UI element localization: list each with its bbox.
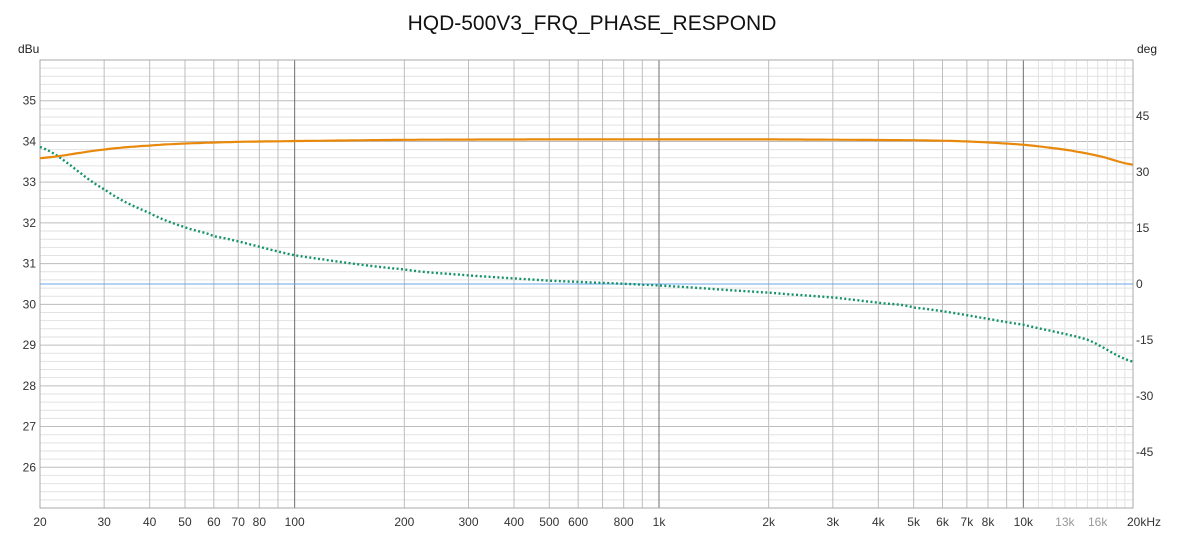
x-tick-label: 1k	[653, 515, 667, 529]
series-line-phase-deg	[39, 145, 1134, 363]
y-right-tick-label: 30	[1136, 165, 1150, 179]
y-left-tick-label: 32	[23, 216, 37, 230]
y-left-tick-label: 33	[23, 175, 37, 189]
x-tick-label: 70	[232, 515, 246, 529]
x-tick-label: 2k	[762, 515, 776, 529]
x-tick-label: 500	[539, 515, 559, 529]
x-tick-label: 200	[394, 515, 414, 529]
y-right-tick-label: 45	[1136, 109, 1150, 123]
x-tick-label: 100	[285, 515, 305, 529]
x-tick-label: 40	[143, 515, 157, 529]
x-tick-label: 50	[178, 515, 192, 529]
x-tick-label: 60	[207, 515, 221, 529]
y-left-tick-label: 35	[23, 94, 37, 108]
x-tick-label: 300	[458, 515, 478, 529]
x-tick-label: 10k	[1014, 515, 1034, 529]
x-tick-label: 400	[504, 515, 524, 529]
y-left-tick-label: 26	[23, 460, 37, 474]
right-axis-label: deg	[1137, 42, 1157, 56]
series-line-level-dbu	[39, 138, 1134, 166]
y-left-tick-label: 27	[23, 420, 37, 434]
x-tick-label: 600	[568, 515, 588, 529]
chart-title: HQD-500V3_FRQ_PHASE_RESPOND	[408, 12, 777, 35]
x-tick-label: 7k	[961, 515, 975, 529]
x-tick-label: 8k	[982, 515, 996, 529]
x-tick-label: 3k	[826, 515, 840, 529]
x-tick-label: 6k	[936, 515, 950, 529]
y-left-tick-label: 28	[23, 379, 37, 393]
left-axis-label: dBu	[18, 42, 39, 56]
y-right-tick-label: 15	[1136, 221, 1150, 235]
series-layer	[39, 138, 1134, 363]
x-tick-label: 5k	[907, 515, 921, 529]
x-tick-label: 20	[33, 515, 47, 529]
y-right-tick-label: -45	[1136, 445, 1154, 459]
y-right-tick-label: 0	[1136, 277, 1143, 291]
x-tick-label: 16k	[1088, 515, 1108, 529]
y-right-tick-label: -15	[1136, 333, 1154, 347]
y-left-tick-label: 34	[23, 134, 37, 148]
tick-labels: 20 30 40 50 60 70 80 100 200 300 400 500 600 800 1k 2k 3…	[23, 94, 1161, 529]
x-tick-label: 20kHz	[1127, 515, 1161, 529]
y-right-tick-label: -30	[1136, 389, 1154, 403]
y-left-tick-label: 31	[23, 257, 37, 271]
x-tick-label: 4k	[872, 515, 886, 529]
x-tick-label: 30	[97, 515, 111, 529]
x-tick-label: 80	[253, 515, 267, 529]
x-tick-label: 800	[614, 515, 634, 529]
y-left-tick-label: 30	[23, 297, 37, 311]
y-left-tick-label: 29	[23, 338, 37, 352]
x-tick-label: 13k	[1055, 515, 1075, 529]
